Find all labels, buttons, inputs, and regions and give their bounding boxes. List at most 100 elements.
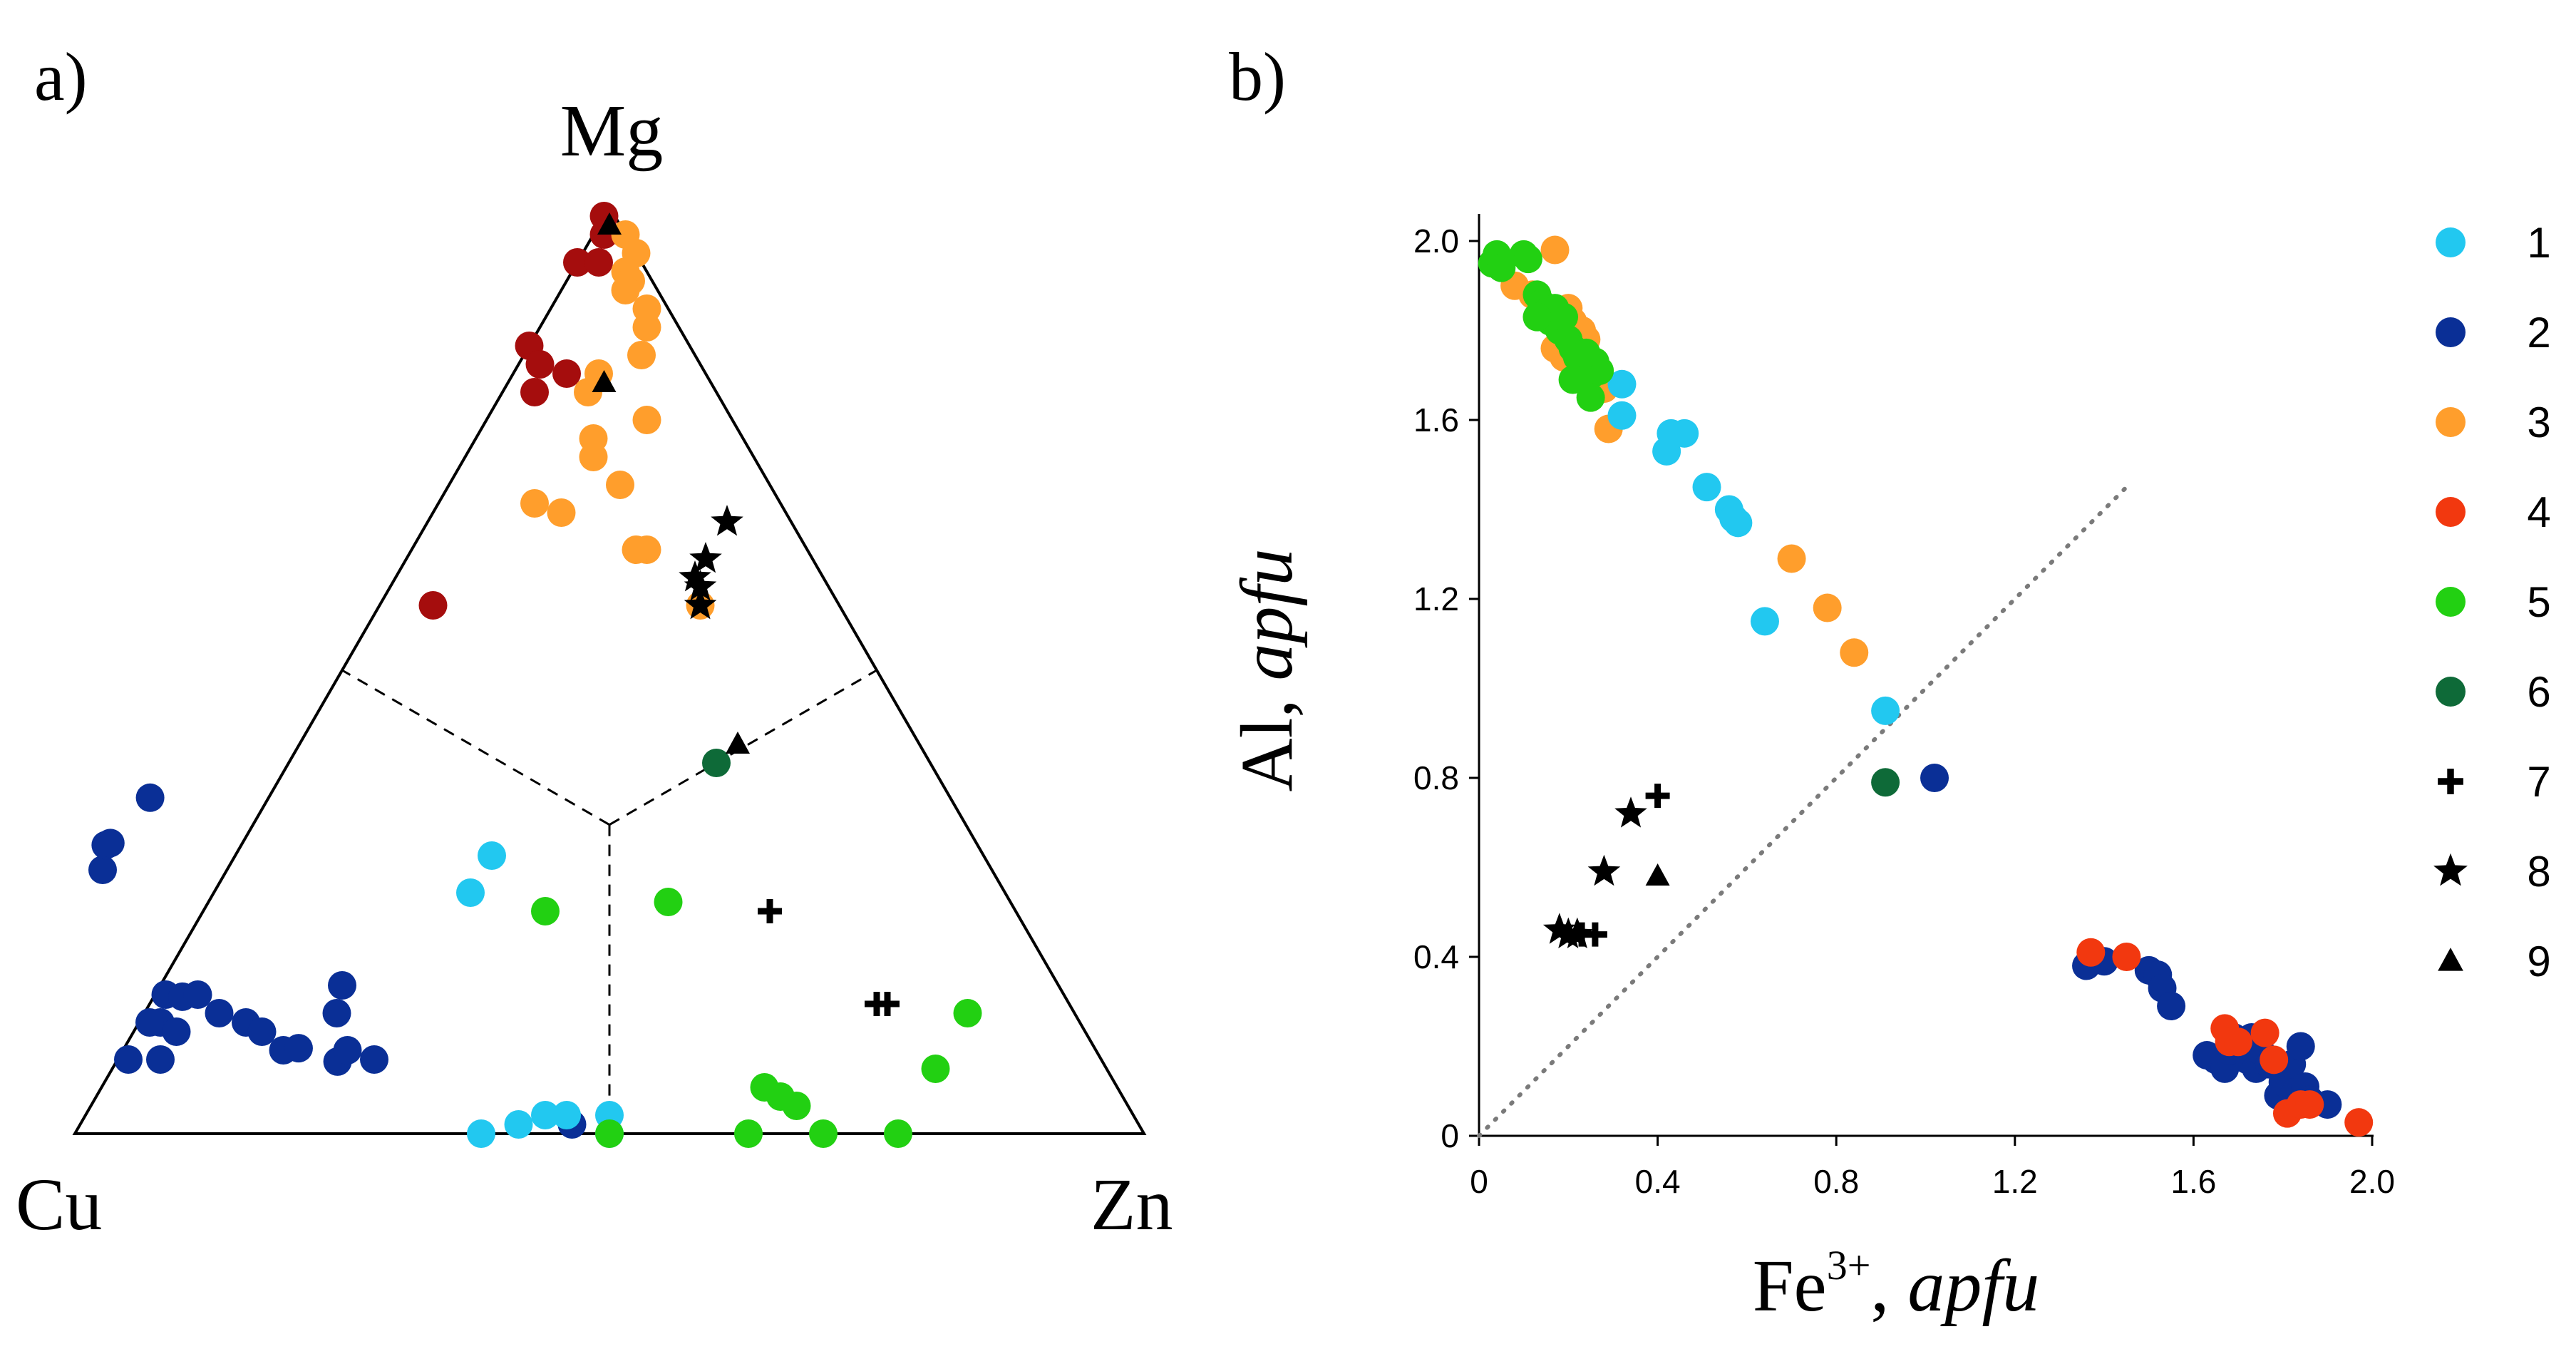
scatter-ticks: 0 0.4 0.8 1.2 1.6 2.0 0 0.4 0.8 1.2 1.6 2.0: [1413, 222, 2395, 1200]
panel-a-label: a): [34, 39, 88, 115]
legend-marker-2: [2436, 317, 2466, 347]
ternary-point-5: [921, 1055, 950, 1083]
ternary-point-2: [205, 999, 234, 1027]
legend-item-5: 5: [2436, 578, 2551, 626]
scatter-point-1: [1607, 369, 1637, 399]
ternary-point-4: [563, 248, 592, 277]
ternary-point-8: [711, 505, 743, 536]
scatter-point-4: [2076, 938, 2106, 967]
legend-label-7: 7: [2527, 758, 2550, 806]
ternary-point-3: [611, 276, 640, 304]
ternary-series-7: [758, 899, 900, 1016]
legend-label-2: 2: [2527, 309, 2550, 357]
panel-a-ternary: a) Mg Cu Zn: [16, 39, 1173, 1246]
ternary-field-boundaries: [341, 669, 877, 1134]
scatter-point-2: [1920, 764, 1949, 792]
ternary-point-9: [597, 212, 622, 235]
legend-label-9: 9: [2527, 938, 2550, 985]
ternary-series-6: [702, 749, 731, 777]
ternary-point-7: [758, 899, 782, 923]
ternary-point-8: [679, 560, 711, 592]
legend-label-3: 3: [2527, 399, 2550, 446]
ternary-point-3: [627, 341, 656, 369]
ternary-point-2: [360, 1045, 388, 1074]
ternary-point-3: [606, 471, 634, 499]
ternary-series-8: [679, 505, 743, 620]
x-tick-label: 2.0: [2349, 1163, 2395, 1200]
legend-marker-4: [2436, 497, 2466, 527]
y-tick-label: 1.6: [1413, 401, 1459, 438]
panel-b-label: b): [1229, 39, 1286, 115]
ternary-point-2: [322, 999, 351, 1027]
scatter-point-4: [2250, 1018, 2279, 1047]
legend-marker-1: [2436, 227, 2466, 257]
ternary-point-5: [809, 1119, 838, 1148]
ternary-point-1: [456, 878, 485, 907]
vertex-label-top: Mg: [560, 90, 663, 172]
ternary-point-2: [247, 1017, 277, 1046]
ternary-point-5: [734, 1119, 763, 1148]
x-axis-title-main: Fe: [1753, 1245, 1827, 1327]
scatter-series-8: [1542, 796, 1647, 948]
ternary-point-9: [592, 370, 617, 392]
scatter-series-9: [1645, 863, 1670, 886]
vertex-label-right: Zn: [1091, 1164, 1173, 1246]
ternary-series-5: [531, 888, 982, 1148]
ternary-point-1: [478, 841, 506, 870]
scatter-point-8: [1614, 796, 1647, 828]
ternary-point-2: [135, 783, 165, 812]
scatter-point-5: [1558, 365, 1587, 394]
scatter-point-9: [1645, 863, 1670, 886]
ternary-point-5: [595, 1119, 624, 1148]
ternary-point-3: [632, 406, 661, 434]
scatter-point-3: [1813, 593, 1842, 622]
legend-marker-6: [2436, 677, 2466, 707]
x-tick-label: 1.2: [1992, 1163, 2038, 1200]
scatter-point-7: [1645, 784, 1670, 809]
ternary-point-2: [88, 856, 117, 884]
ternary-point-4: [418, 591, 448, 620]
ternary-point-3: [520, 489, 549, 518]
scatter-point-4: [2224, 1027, 2253, 1057]
y-tick-label: 2.0: [1413, 222, 1459, 260]
y-tick-label: 1.2: [1413, 580, 1459, 617]
field-boundary-1: [341, 669, 610, 826]
ternary-point-2: [135, 1008, 164, 1037]
legend-item-9: 9: [2438, 938, 2551, 985]
legend-item-8: 8: [2433, 848, 2551, 896]
legend-label-5: 5: [2527, 578, 2550, 626]
ternary-point-4: [520, 378, 549, 406]
legend-marker-9: [2438, 948, 2463, 971]
ternary-point-6: [702, 749, 731, 777]
scatter-series-6: [1871, 768, 1900, 797]
ternary-point-5: [782, 1092, 811, 1120]
scatter-point-5: [1513, 245, 1542, 274]
ternary-point-8: [689, 542, 722, 573]
ternary-series-9: [592, 212, 750, 754]
legend-label-4: 4: [2527, 488, 2550, 536]
legend-item-6: 6: [2436, 668, 2551, 716]
ternary-point-4: [584, 248, 613, 277]
ternary-point-4: [552, 359, 581, 388]
scatter-point-1: [1871, 696, 1900, 725]
ternary-series-4: [418, 202, 619, 620]
scatter-point-7: [1582, 922, 1607, 947]
ternary-point-2: [328, 971, 356, 1000]
scatter-point-3: [1540, 235, 1570, 265]
ternary-point-2: [333, 1036, 362, 1065]
scatter-point-5: [1487, 253, 1516, 282]
scatter-series-7: [1570, 784, 1670, 947]
ternary-point-1: [552, 1101, 581, 1129]
legend-item-3: 3: [2436, 399, 2551, 446]
ternary-point-5: [884, 1119, 912, 1148]
legend-label-8: 8: [2527, 848, 2550, 896]
scatter-point-1: [1724, 508, 1753, 538]
scatter-point-4: [2344, 1108, 2374, 1137]
scatter-point-8: [1587, 854, 1621, 886]
x-tick-label: 0.4: [1635, 1163, 1681, 1200]
ternary-series-1: [456, 841, 624, 1148]
scatter-point-8: [1542, 913, 1576, 944]
x-axis-title-unit: apfu: [1907, 1245, 2039, 1327]
ternary-series-2: [88, 783, 587, 1139]
panel-b-scatter: b) 0 0.4 0.8 1.2 1.6 2.0 0 0.4 0.8 1.2 1.6 2.0 Fe3+…: [1226, 39, 2551, 1327]
